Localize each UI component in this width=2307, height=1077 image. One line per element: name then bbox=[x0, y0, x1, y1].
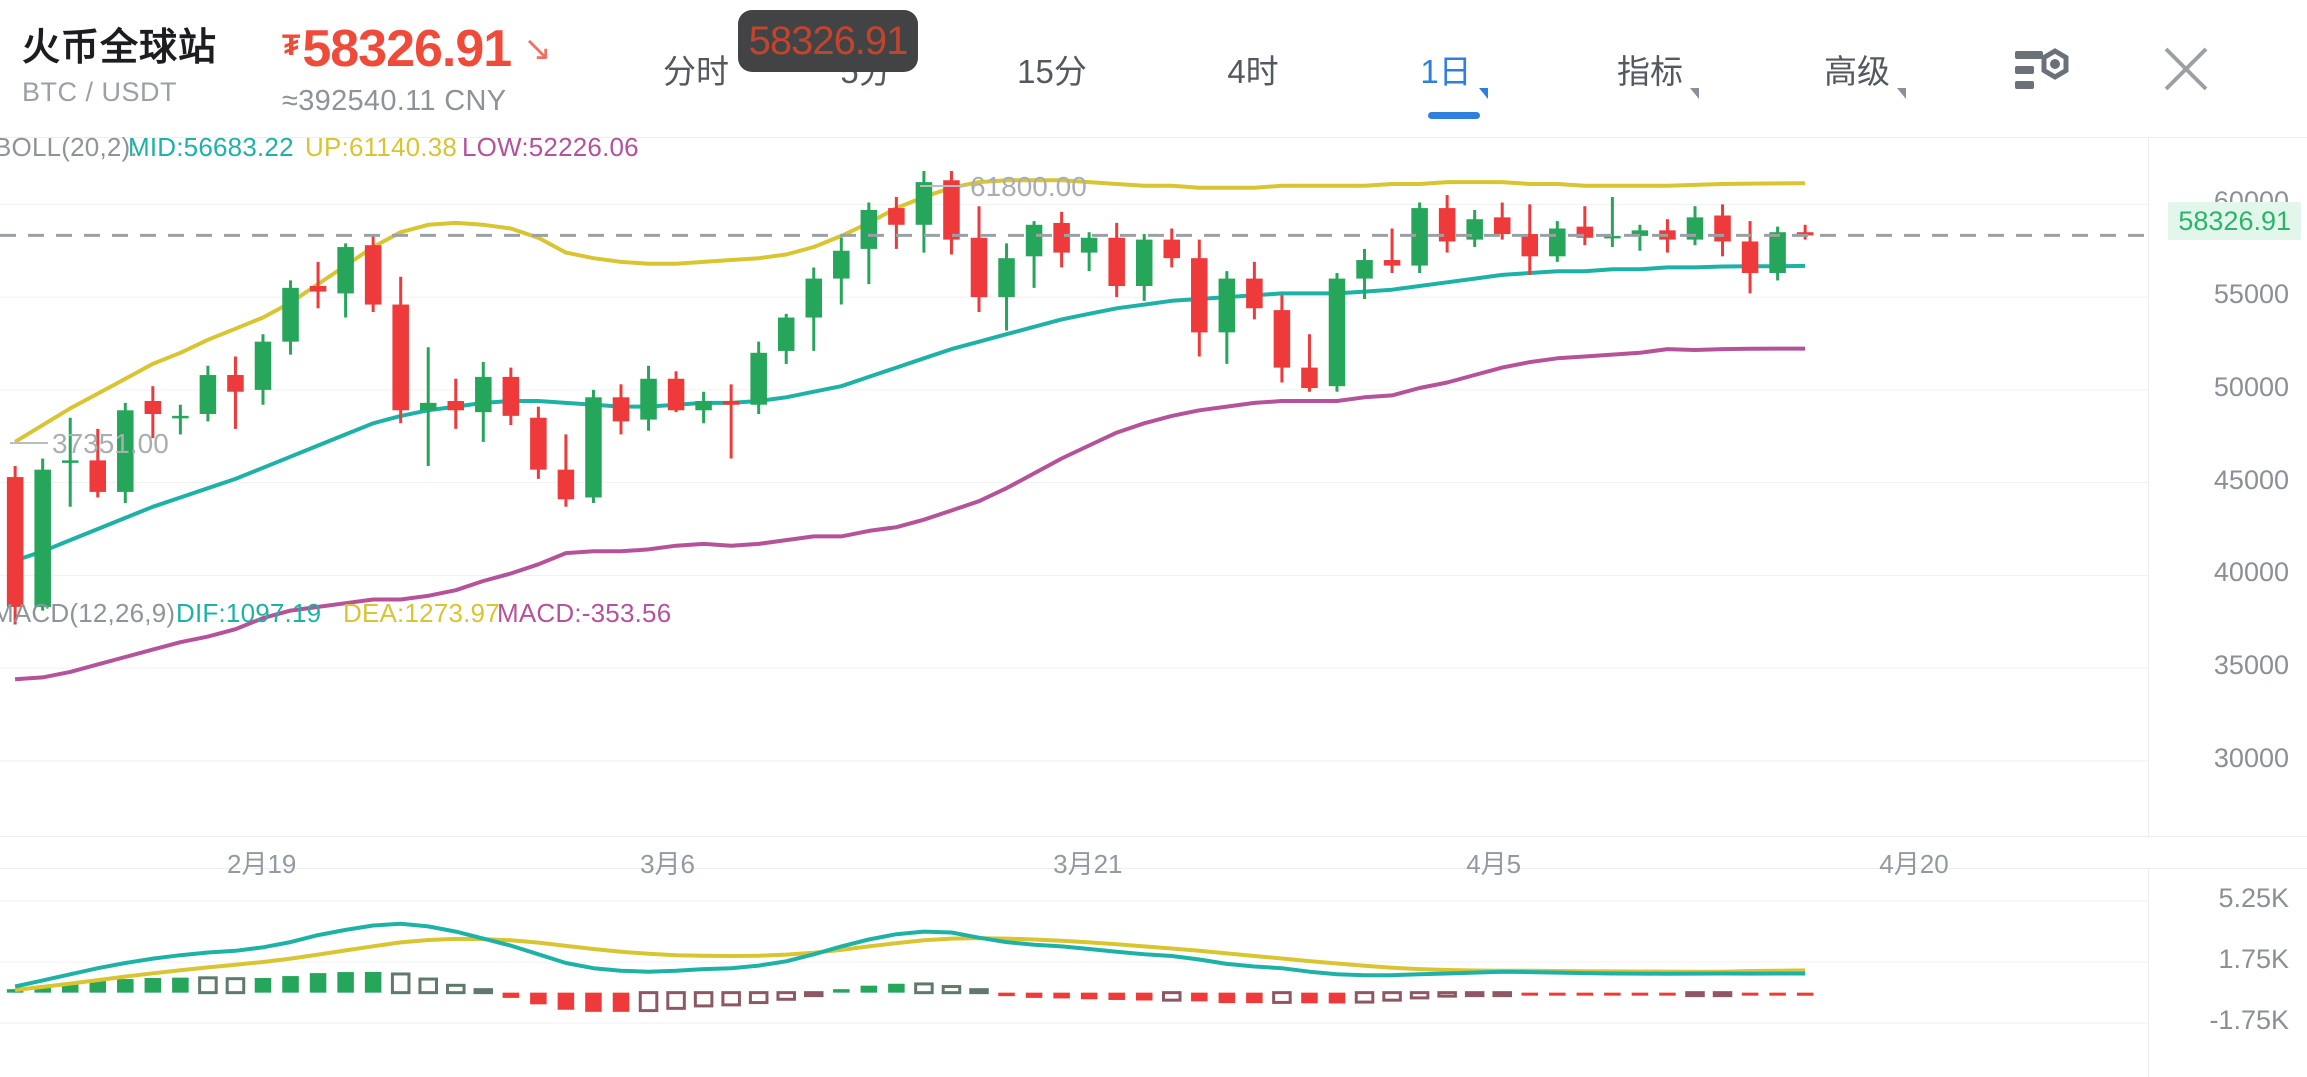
price-block: ₮ 58326.91 ↘ ≈392540.11 CNY bbox=[272, 19, 612, 118]
macd-legend-macd: MACD:-353.56 bbox=[497, 598, 672, 628]
caret-down-icon bbox=[1690, 87, 1699, 99]
chart-container[interactable]: BOLL(20,2): MID:56683.22 UP:61140.38 LOW… bbox=[0, 132, 2307, 1077]
price-tick-label: 50000 bbox=[2213, 371, 2289, 402]
symbol-block: 火币全球站 BTC / USDT bbox=[0, 27, 272, 108]
price-tick-label: 40000 bbox=[2213, 557, 2289, 588]
price-tick-label: 55000 bbox=[2213, 279, 2289, 310]
price-tick-label: 30000 bbox=[2213, 742, 2289, 773]
current-price-badge: 58326.91 bbox=[2168, 202, 2301, 240]
boll-legend-up: UP:61140.38 bbox=[305, 132, 458, 162]
low-price-marker: 37351.00 bbox=[52, 428, 169, 459]
macd-legend-dea: DEA:1273.97 bbox=[343, 598, 500, 628]
tab-4hour[interactable]: 4时 bbox=[1152, 0, 1354, 137]
boll-legend-low: LOW:52226.06 bbox=[462, 132, 639, 162]
price-axis-divider bbox=[2148, 138, 2149, 838]
macd-legend-name: MACD(12,26,9) bbox=[0, 598, 176, 628]
tab-label: 4时 bbox=[1227, 52, 1279, 90]
panel-divider-bottom bbox=[0, 868, 2307, 869]
date-tick-label: 4月20 bbox=[1879, 849, 1949, 879]
tab-advanced[interactable]: 高级 bbox=[1762, 0, 1968, 137]
close-icon[interactable] bbox=[2116, 0, 2256, 137]
panel-divider-top bbox=[0, 836, 2307, 837]
currency-symbol-icon: ₮ bbox=[282, 29, 301, 62]
macd-tick-label: 1.75K bbox=[2218, 944, 2289, 975]
trading-pair: BTC / USDT bbox=[22, 76, 178, 107]
date-tick-label: 3月21 bbox=[1053, 849, 1123, 879]
boll-legend-name: BOLL(20,2): bbox=[0, 132, 138, 162]
tab-label: 指标 bbox=[1617, 52, 1683, 90]
high-marker-dash bbox=[920, 185, 966, 187]
date-tick-label: 2月19 bbox=[226, 849, 297, 879]
chart-settings-icon[interactable] bbox=[1968, 0, 2116, 137]
high-price-marker: 61800.00 bbox=[970, 171, 1087, 202]
macd-tick-label: -1.75K bbox=[2209, 1005, 2289, 1036]
boll-legend-mid: MID:56683.22 bbox=[128, 132, 294, 162]
chart-header: 火币全球站 BTC / USDT ₮ 58326.91 ↘ ≈392540.11… bbox=[0, 0, 2307, 138]
low-marker-dash bbox=[10, 442, 48, 444]
date-tick-label: 3月6 bbox=[640, 849, 695, 879]
macd-tick-label: 5.25K bbox=[2218, 883, 2289, 914]
tab-15min[interactable]: 15分 bbox=[952, 0, 1152, 137]
tab-indicators[interactable]: 指标 bbox=[1554, 0, 1762, 137]
caret-down-icon bbox=[1897, 87, 1906, 99]
tab-label: 分时 bbox=[663, 52, 729, 90]
tab-label: 15分 bbox=[1017, 52, 1087, 90]
tab-label: 1日 bbox=[1420, 52, 1472, 90]
macd-legend-dif: DIF:1097.19 bbox=[176, 598, 322, 628]
exchange-name: 火币全球站 bbox=[22, 27, 218, 70]
date-tick-label: 4月5 bbox=[1466, 849, 1522, 879]
tab-label: 高级 bbox=[1824, 52, 1890, 90]
price-cny: ≈392540.11 CNY bbox=[282, 85, 507, 117]
candlestick-chart[interactable] bbox=[0, 138, 2307, 1077]
last-price: 58326.91 bbox=[302, 20, 512, 78]
tab-1day[interactable]: 1日 bbox=[1354, 0, 1554, 137]
price-tick-label: 45000 bbox=[2213, 464, 2289, 495]
price-down-arrow-icon: ↘ bbox=[523, 30, 552, 68]
caret-down-icon bbox=[1478, 87, 1488, 99]
tab-fenshi[interactable]: 分时 bbox=[612, 0, 780, 137]
tab-active-underline bbox=[1428, 112, 1480, 119]
price-tick-label: 35000 bbox=[2213, 650, 2289, 681]
macd-axis-divider bbox=[2148, 868, 2149, 1077]
price-toast: 58326.91 bbox=[738, 10, 918, 72]
